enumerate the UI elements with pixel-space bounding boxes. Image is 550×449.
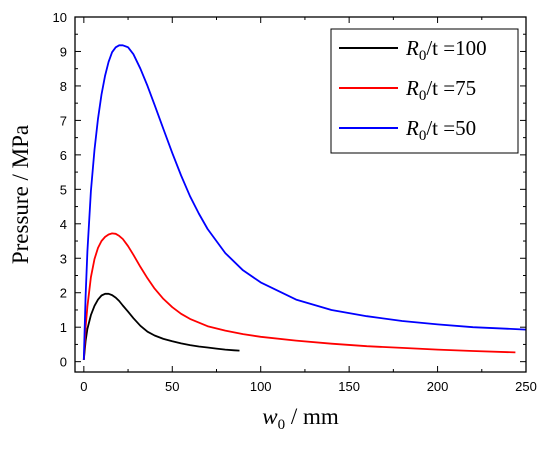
y-tick-label: 5 [60,182,67,197]
x-axis: 0 50 100 150 200 250 [80,17,537,394]
y-axis-label: Pressure / MPa [8,125,33,264]
x-axis-label-unit: / mm [285,404,339,429]
y-tick-label: 2 [60,286,67,301]
y-tick-label: 7 [60,113,67,128]
x-tick-label: 50 [165,379,179,394]
series-lines [82,44,527,360]
legend: R0/t =100 R0/t =75 R0/t =50 [330,28,519,154]
y-tick-label: 4 [60,217,67,232]
y-axis: 0 1 2 3 4 5 6 7 8 9 10 [53,10,526,370]
x-tick-label: 150 [338,379,360,394]
y-tick-label: 6 [60,148,67,163]
series-line-3 [82,44,527,360]
x-axis-label: w0 / mm [262,404,339,433]
series-line-2 [82,232,516,360]
y-tick-label: 9 [60,44,67,59]
y-tick-label: 3 [60,251,67,266]
y-tick-label: 8 [60,79,67,94]
series-line-1 [82,292,240,360]
legend-label-1: R0/t =100 [405,36,487,64]
legend-label-3: R0/t =50 [405,116,476,144]
x-axis-label-subscript: 0 [278,417,286,433]
x-tick-label: 100 [250,379,272,394]
y-tick-label: 1 [60,320,67,335]
y-tick-label: 0 [60,355,67,370]
x-tick-label: 0 [80,379,87,394]
x-axis-label-variable: w [262,404,278,429]
legend-box [330,28,519,154]
legend-label-2: R0/t =75 [405,76,476,104]
x-tick-label: 200 [427,379,449,394]
y-tick-label: 10 [53,10,67,25]
plot-frame [74,16,527,373]
x-tick-label: 250 [515,379,537,394]
